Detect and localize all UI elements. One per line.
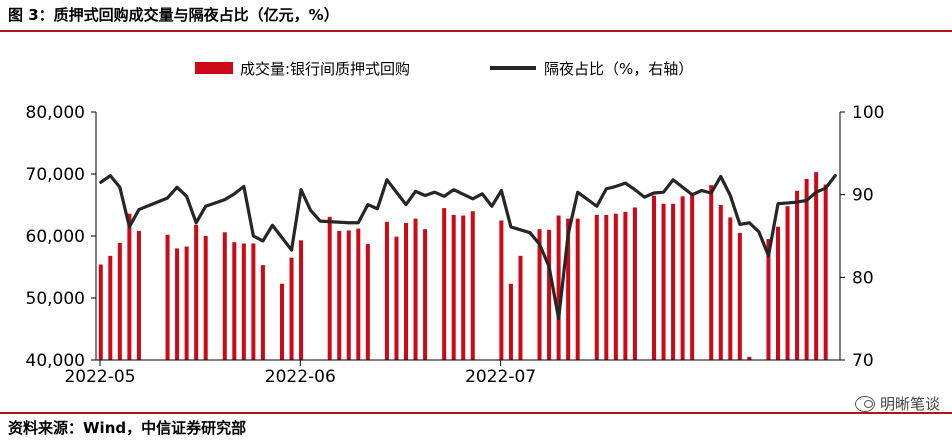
axes: 40,000 50,000 60,000 70,000 80,000 70 80 90 100 2… [26,103,885,387]
bar-14 [260,265,265,360]
bar-4 [136,231,141,360]
bar-45 [652,195,657,360]
bar-6 [175,248,180,360]
bar-22 [365,244,370,360]
right-tick-label-2: 90 [852,186,874,206]
bar-32 [499,220,504,360]
bar-19 [337,231,342,360]
bar-47 [671,203,676,360]
bar-29 [451,214,456,360]
left-tick-label-0: 40,000 [26,351,85,371]
bar-25 [404,222,409,360]
bar-52 [728,217,733,360]
legend-label-volume: 成交量:银行间质押式回购 [240,60,410,78]
left-tick-label-2: 60,000 [26,227,85,247]
chart-title: 图 3：质押式回购成交量与隔夜占比（亿元，%） [8,6,339,24]
bar-61 [823,184,828,360]
watermark-text: 明晰笔谈 [879,395,940,413]
bar-48 [680,196,685,360]
bar-51 [718,205,723,360]
x-tick-label-1: 2022-06 [265,367,336,387]
bar-7 [184,246,189,360]
bar-27 [423,229,428,360]
left-tick-label-3: 70,000 [26,165,85,185]
bar-35 [537,229,542,360]
bar-8 [194,224,199,360]
x-tick-label-0: 2022-05 [64,367,135,387]
bar-59 [804,178,809,360]
bar-43 [623,211,628,360]
bar-26 [413,218,418,360]
left-tick-label-4: 80,000 [26,103,85,123]
bar-0 [98,264,103,360]
bar-18 [327,216,332,360]
bar-31 [470,211,475,360]
bar-39 [575,218,580,360]
bar-33 [508,283,513,360]
bar-44 [632,207,637,360]
bar-53 [737,232,742,360]
bar-58 [795,190,800,360]
bar-5 [165,234,170,360]
chart-canvas: 成交量:银行间质押式回购 隔夜占比（%，右轴） 40,000 50,000 60,00… [26,60,885,387]
bar-46 [661,203,666,360]
bar-40 [594,214,599,360]
bar-30 [461,215,466,360]
watermark: 明晰笔谈 [854,393,940,414]
source-note: 资料来源：Wind，中信证券研究部 [8,419,247,437]
right-tick-label-0: 70 [852,351,874,371]
bar-10 [222,232,227,360]
x-tick-label-2: 2022-07 [465,367,536,387]
bar-2 [117,242,122,360]
bar-41 [604,214,609,360]
bar-11 [232,242,237,360]
bar-37 [556,215,561,360]
bar-50 [709,185,714,360]
bar-3 [127,213,132,360]
bar-54 [747,356,752,360]
bar-38 [566,218,571,360]
bar-24 [394,236,399,360]
legend: 成交量:银行间质押式回购 隔夜占比（%，右轴） [195,60,693,78]
wechat-icon [854,395,875,412]
overnight-ratio-line [99,174,837,321]
bar-21 [356,228,361,360]
bar-series [98,172,828,360]
bar-16 [289,257,294,360]
legend-label-overnight: 隔夜占比（%，右轴） [544,60,693,78]
bar-49 [690,195,695,360]
bar-60 [814,172,819,360]
bar-28 [442,208,447,360]
bar-9 [203,236,208,360]
right-tick-label-1: 80 [852,268,874,288]
legend-bar-swatch [195,62,233,74]
bar-56 [776,226,781,360]
bar-15 [280,283,285,360]
bar-57 [785,206,790,360]
title-bar: 图 3：质押式回购成交量与隔夜占比（亿元，%） [0,0,952,32]
left-tick-label-1: 50,000 [26,289,85,309]
bar-13 [251,243,256,360]
bar-34 [518,255,523,360]
bar-42 [613,213,618,360]
bar-17 [299,240,304,360]
line-series [99,174,837,321]
bar-1 [108,255,113,360]
bar-36 [547,229,552,360]
bar-12 [241,243,246,360]
footer-divider [0,412,952,414]
bar-23 [384,221,389,360]
right-tick-label-3: 100 [852,103,884,123]
bar-20 [346,230,351,360]
bar-55 [766,239,771,360]
